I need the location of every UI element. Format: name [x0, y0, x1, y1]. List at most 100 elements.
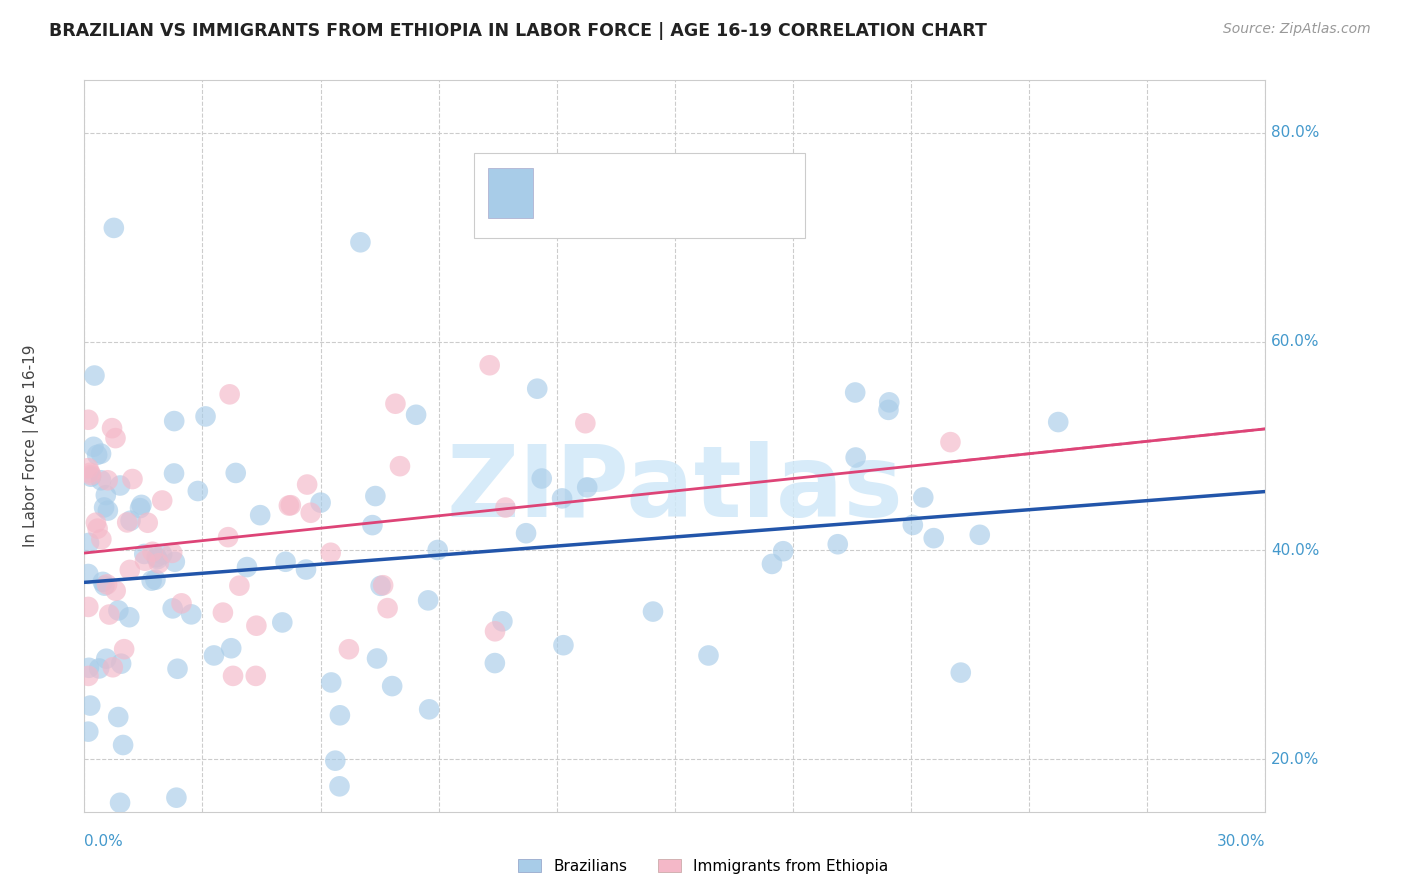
Point [108, 478, 131, 492]
Point [115, 516, 138, 530]
Point [236, 560, 259, 574]
Point [77, 567, 100, 582]
Point [366, 651, 388, 665]
Point [219, 641, 242, 656]
Point [574, 416, 596, 430]
Point [202, 648, 225, 663]
Point [901, 517, 924, 532]
Point [94, 488, 117, 502]
Point [218, 387, 240, 401]
Point [377, 601, 399, 615]
Point [131, 498, 153, 512]
Point [93, 579, 115, 593]
Point [277, 499, 299, 513]
Point [134, 547, 156, 561]
Point [761, 557, 783, 571]
Text: Source: ZipAtlas.com: Source: ZipAtlas.com [1223, 22, 1371, 37]
Point [328, 780, 350, 794]
Point [364, 489, 387, 503]
Point [373, 578, 395, 592]
Point [170, 596, 193, 610]
Point [163, 467, 186, 481]
Text: 60.0%: 60.0% [1271, 334, 1320, 349]
Point [212, 606, 235, 620]
Point [370, 579, 392, 593]
Point [118, 610, 141, 624]
Point [228, 579, 250, 593]
Point [299, 506, 322, 520]
Point [526, 382, 548, 396]
Point [329, 708, 352, 723]
Point [145, 550, 167, 565]
Point [249, 508, 271, 523]
Point [107, 603, 129, 617]
Point [381, 679, 404, 693]
Point [93, 825, 115, 839]
Point [86, 522, 108, 536]
Point [98, 607, 121, 622]
Point [922, 531, 945, 545]
Point [80, 469, 103, 483]
Text: BRAZILIAN VS IMMIGRANTS FROM ETHIOPIA IN LABOR FORCE | AGE 16-19 CORRELATION CHA: BRAZILIAN VS IMMIGRANTS FROM ETHIOPIA IN… [49, 22, 987, 40]
Point [83, 368, 105, 383]
Point [166, 662, 188, 676]
Point [120, 514, 142, 528]
Point [89, 661, 111, 675]
Point [134, 554, 156, 568]
Text: 30.0%: 30.0% [1218, 834, 1265, 848]
Point [245, 618, 267, 632]
Text: 80.0%: 80.0% [1271, 125, 1320, 140]
Point [225, 466, 247, 480]
Point [319, 546, 342, 560]
Point [110, 657, 132, 671]
Point [418, 702, 440, 716]
Point [96, 577, 118, 591]
Point [478, 358, 501, 372]
FancyBboxPatch shape [474, 153, 804, 237]
Point [484, 656, 506, 670]
Point [112, 642, 135, 657]
Point [384, 397, 406, 411]
Point [309, 495, 332, 509]
Point [845, 450, 868, 465]
Point [79, 698, 101, 713]
Point [84, 516, 107, 530]
Point [321, 675, 343, 690]
Point [551, 491, 574, 506]
Point [107, 710, 129, 724]
Point [180, 607, 202, 622]
Point [108, 796, 131, 810]
Point [426, 543, 449, 558]
Point [969, 528, 991, 542]
Point [280, 498, 302, 512]
Point [484, 624, 506, 639]
Text: In Labor Force | Age 16-19: In Labor Force | Age 16-19 [24, 344, 39, 548]
Point [337, 642, 360, 657]
Point [136, 516, 159, 530]
Point [77, 413, 100, 427]
Point [118, 563, 141, 577]
Point [323, 754, 346, 768]
Text: 40.0%: 40.0% [1271, 543, 1320, 558]
Text: ZIPatlas: ZIPatlas [447, 442, 903, 539]
Point [772, 544, 794, 558]
Point [148, 557, 170, 571]
Point [160, 546, 183, 560]
Point [104, 431, 127, 445]
Point [877, 402, 900, 417]
Point [129, 501, 152, 516]
Bar [488, 168, 533, 218]
Point [141, 545, 163, 559]
Text: 0.0%: 0.0% [84, 834, 124, 848]
Point [121, 472, 143, 486]
Point [877, 395, 900, 409]
Point [576, 480, 599, 494]
Point [641, 605, 664, 619]
Point [949, 665, 972, 680]
Point [77, 536, 100, 550]
Point [77, 661, 100, 675]
Point [295, 477, 318, 491]
Point [553, 638, 575, 652]
Point [530, 471, 553, 485]
Point [104, 583, 127, 598]
